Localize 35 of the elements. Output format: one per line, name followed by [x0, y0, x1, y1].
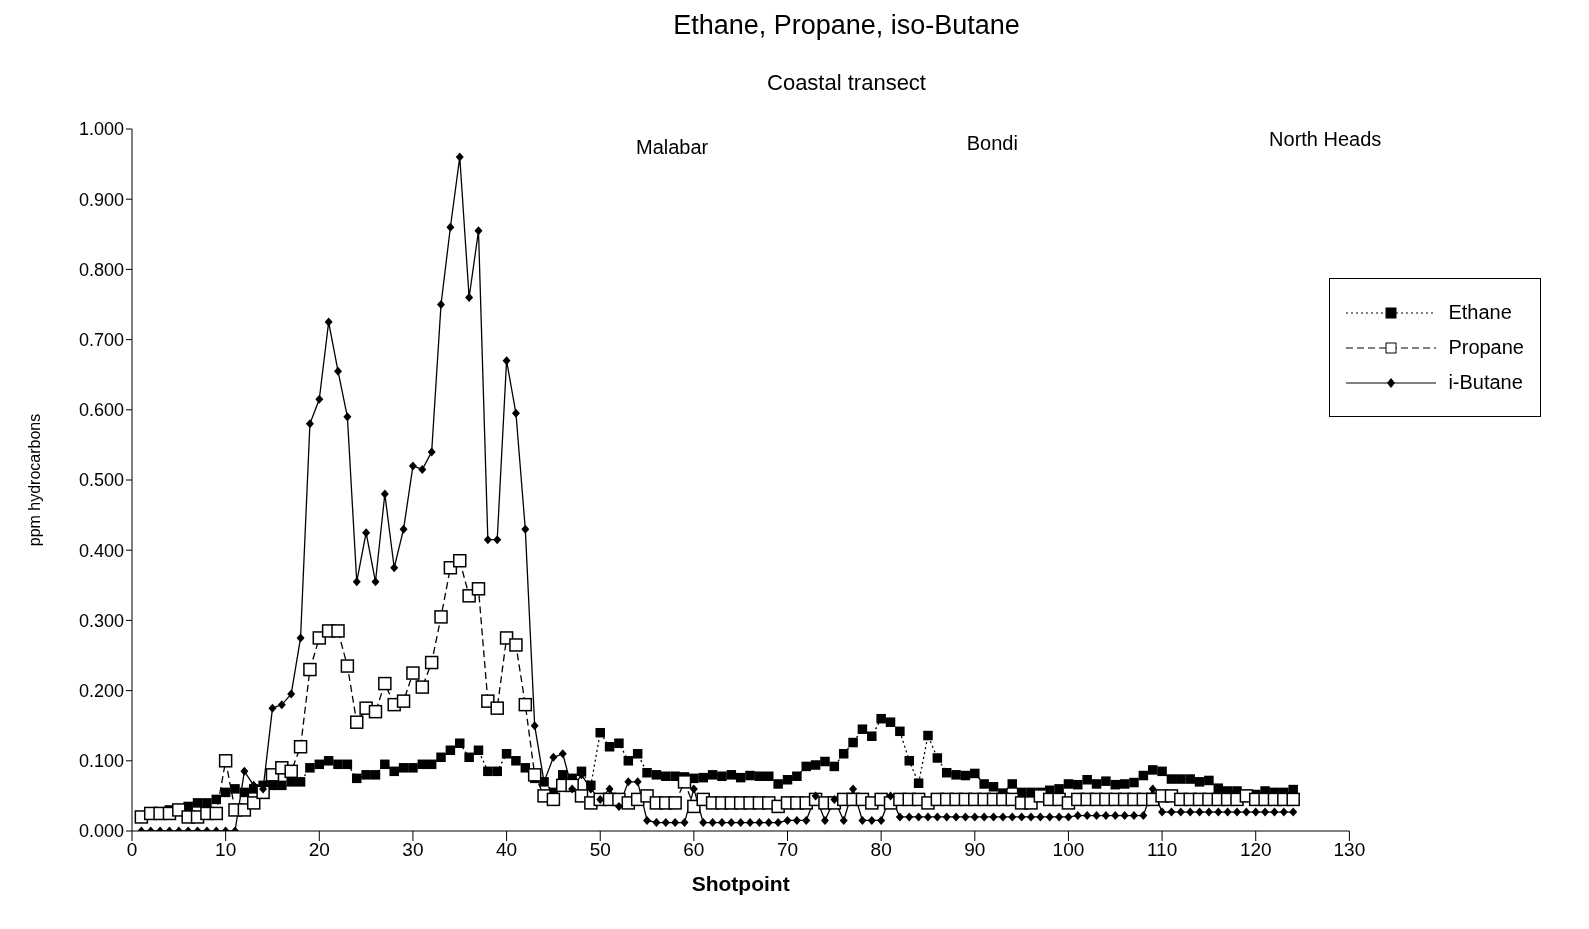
y-tick-label: 1.000 [78, 119, 124, 140]
x-tick-label: 70 [776, 839, 799, 861]
x-tick-label: 0 [126, 839, 138, 861]
y-tick-label: 0.900 [78, 189, 124, 210]
x-tick-label: 130 [1333, 839, 1366, 861]
annotation: Bondi [966, 132, 1018, 155]
y-tick-label: 0.100 [78, 751, 124, 772]
x-tick-label: 120 [1239, 839, 1272, 861]
y-axis-title: ppm hydrocarbons [25, 413, 43, 547]
x-tick-label: 110 [1146, 839, 1178, 861]
annotation: North Heads [1269, 128, 1382, 151]
legend-label: Propane [1448, 336, 1524, 359]
y-tick-label: 0.600 [78, 400, 124, 421]
legend-label: i-Butane [1448, 371, 1523, 394]
y-tick-label: 0.300 [78, 610, 124, 631]
x-tick-label: 60 [683, 839, 705, 861]
y-tick-label: 0.200 [78, 680, 124, 701]
x-tick-label: 90 [964, 839, 986, 861]
chart-subtitle: Coastal transect [766, 70, 927, 96]
x-axis-title: Shotpoint [691, 872, 790, 895]
annotation: Malabar [636, 136, 709, 159]
y-tick-label: 0.700 [78, 329, 124, 350]
x-tick-label: 40 [496, 839, 518, 861]
y-tick-label: 0.000 [78, 821, 124, 842]
x-tick-label: 10 [215, 839, 237, 861]
legend-label: Ethane [1448, 301, 1512, 324]
x-tick-label: 100 [1052, 839, 1085, 861]
y-tick-label: 0.400 [78, 540, 124, 561]
x-tick-label: 80 [870, 839, 892, 861]
x-tick-label: 50 [589, 839, 611, 861]
x-tick-label: 30 [402, 839, 424, 861]
y-tick-label: 0.500 [78, 470, 124, 491]
x-tick-label: 20 [308, 839, 330, 861]
y-tick-label: 0.800 [78, 259, 124, 280]
chart-title: Ethane, Propane, iso-Butane [672, 10, 1021, 41]
